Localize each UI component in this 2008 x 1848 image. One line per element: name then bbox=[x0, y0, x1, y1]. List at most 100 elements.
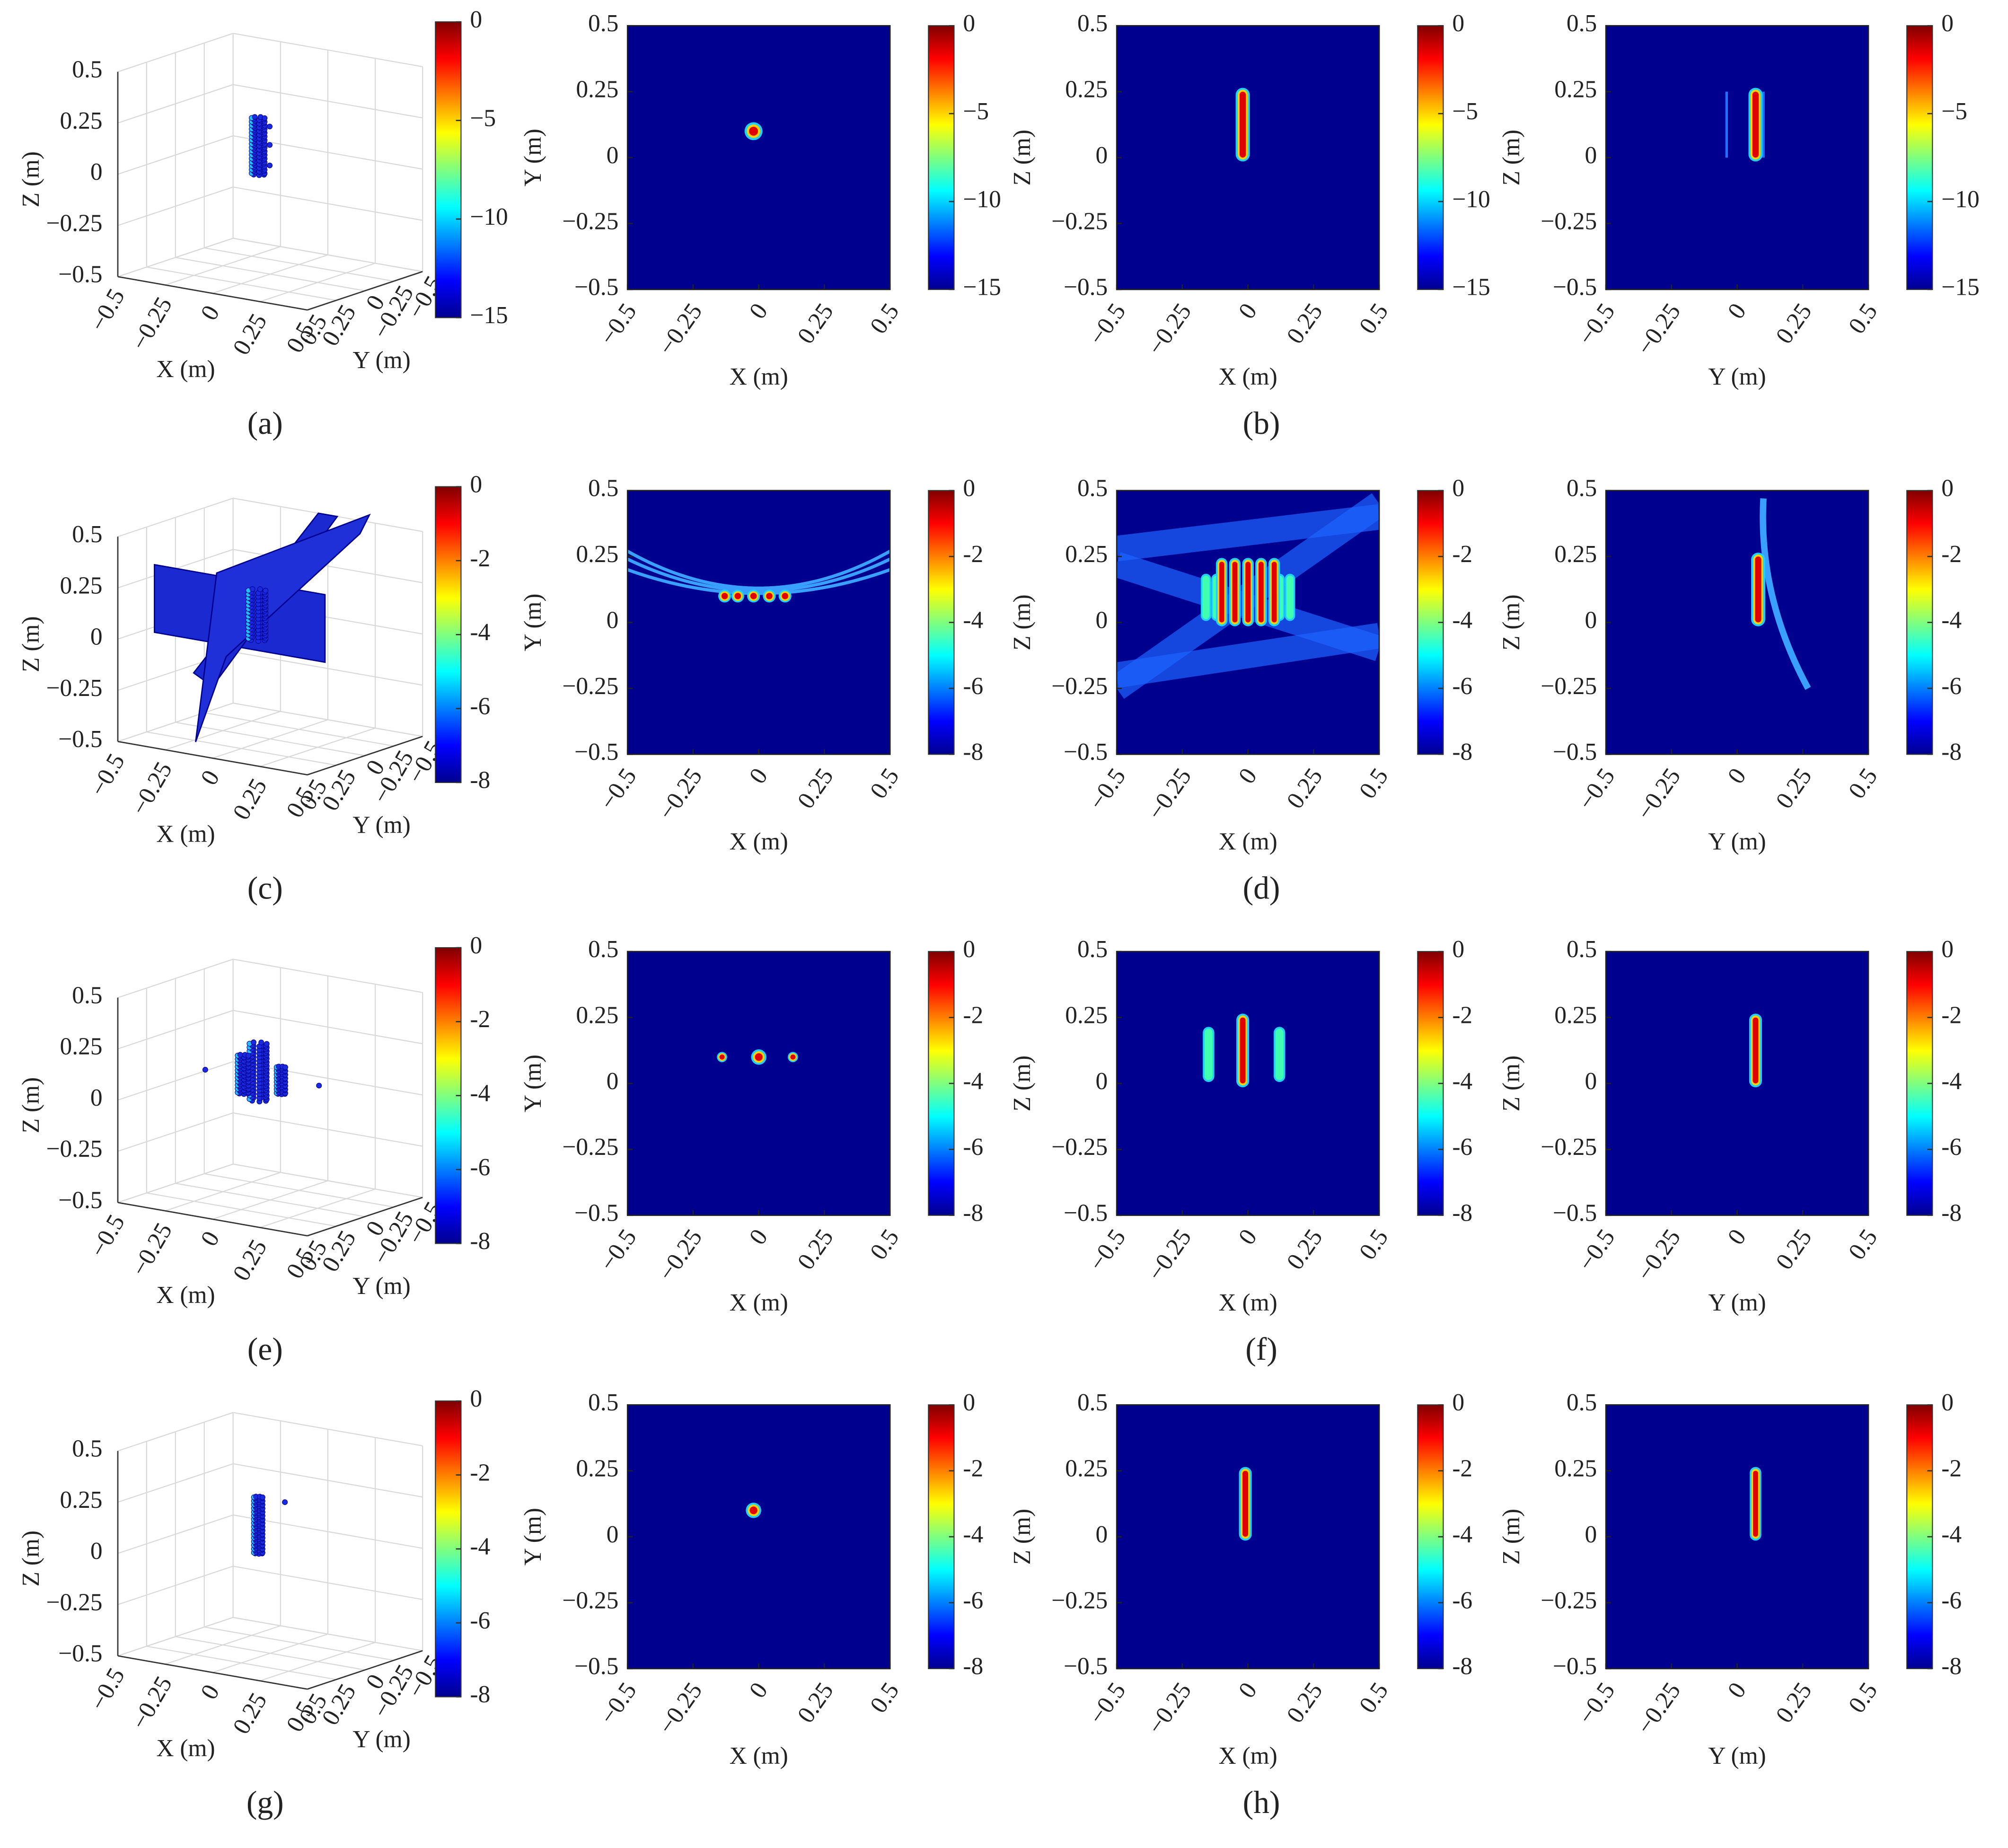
y-axis-label: Y (m) bbox=[520, 1055, 546, 1112]
heatmap-image bbox=[1117, 493, 1380, 699]
y-tick-label: 0.5 bbox=[1567, 10, 1597, 37]
grid-line bbox=[117, 84, 233, 124]
x-tick-label: 0.25 bbox=[228, 309, 272, 359]
y-tick-label: 0 bbox=[607, 142, 619, 169]
y-tick-label: 0 bbox=[1096, 1521, 1108, 1548]
heatmap-background bbox=[1606, 951, 1868, 1215]
caption: (b) bbox=[1243, 405, 1280, 441]
x-axis-label: X (m) bbox=[730, 828, 788, 855]
colorbar-tick-label: -8 bbox=[963, 1200, 983, 1227]
colorbar-tick-label: -4 bbox=[1941, 607, 1962, 634]
y-tick-label: 0.25 bbox=[1554, 76, 1597, 103]
z-tick-label: 0 bbox=[90, 158, 103, 185]
grid-line bbox=[233, 84, 423, 119]
x-tick-label: 0.25 bbox=[1281, 1224, 1328, 1275]
x-tick-label: −0.5 bbox=[594, 299, 642, 350]
heatmap-background bbox=[1606, 26, 1868, 290]
y-tick-label: 0.25 bbox=[1554, 1455, 1597, 1482]
blob bbox=[627, 557, 890, 593]
y-axis-label: Y (m) bbox=[352, 347, 410, 374]
point-cloud bbox=[202, 1039, 322, 1105]
y-tick-label: −0.5 bbox=[1064, 274, 1108, 301]
blob bbox=[1275, 1029, 1284, 1080]
x-tick-label: −0.5 bbox=[1573, 1678, 1620, 1729]
z-tick-label: 0.25 bbox=[60, 107, 103, 134]
heatmap-image bbox=[746, 1503, 761, 1518]
colorbar-tick-label: 0 bbox=[1941, 475, 1954, 502]
heatmap-background bbox=[1606, 490, 1868, 755]
grid-line bbox=[204, 1626, 394, 1661]
caption: (g) bbox=[247, 1785, 284, 1820]
x-tick-label: 0.25 bbox=[792, 1678, 838, 1728]
axis-line bbox=[307, 736, 423, 775]
colorbar-tick-label: -4 bbox=[470, 619, 490, 646]
colorbar-tick-label: -8 bbox=[1941, 739, 1962, 766]
grid-line bbox=[117, 1617, 233, 1656]
y-axis-label: Y (m) bbox=[352, 811, 410, 838]
z-tick-label: 0.5 bbox=[72, 521, 102, 548]
grid-line bbox=[233, 1463, 423, 1498]
y-tick-label: 0.5 bbox=[588, 10, 618, 37]
heatmap-background bbox=[1606, 1405, 1868, 1669]
x-tick-label: 0.5 bbox=[865, 763, 905, 803]
x-tick-label: 0.5 bbox=[865, 1678, 905, 1718]
blob bbox=[1752, 91, 1759, 158]
heatmap-image bbox=[717, 1049, 798, 1065]
x-tick-label: 0.25 bbox=[1770, 299, 1817, 349]
colorbar-tick-label: −10 bbox=[963, 186, 1001, 213]
x-tick-label: 0 bbox=[744, 763, 773, 789]
heatmap-image bbox=[627, 550, 890, 603]
heatmap-background bbox=[627, 1405, 890, 1669]
x-tick-label: −0.5 bbox=[1573, 763, 1620, 815]
y-axis-label: Y (m) bbox=[520, 129, 546, 186]
x-tick-label: 0.5 bbox=[865, 1224, 905, 1265]
x-tick-label: −0.25 bbox=[1631, 1224, 1686, 1286]
grid-line bbox=[117, 959, 233, 998]
blob bbox=[749, 1506, 757, 1514]
x-tick-label: −0.25 bbox=[1631, 1678, 1686, 1739]
y-tick-label: 0 bbox=[1585, 1068, 1597, 1095]
y-axis-label: Z (m) bbox=[1009, 1509, 1036, 1565]
colorbar-tick-label: 0 bbox=[1452, 475, 1464, 502]
heatmap-background bbox=[627, 490, 890, 755]
x-axis-label: X (m) bbox=[156, 356, 215, 383]
colorbar-tick-label: -6 bbox=[963, 1587, 983, 1614]
y-tick-label: 0.5 bbox=[588, 475, 618, 502]
x-tick-label: 0 bbox=[1722, 1224, 1751, 1250]
x-tick-label: 0.5 bbox=[1843, 763, 1883, 803]
colorbar-tick-label: 0 bbox=[1452, 10, 1464, 37]
colorbar-tick-label: -2 bbox=[963, 1455, 983, 1482]
x-tick-label: −0.5 bbox=[1573, 1224, 1620, 1276]
blob bbox=[1755, 556, 1761, 623]
x-axis-label: X (m) bbox=[1219, 828, 1277, 855]
y-tick-label: −0.5 bbox=[1553, 1653, 1597, 1680]
x-tick-label: 0 bbox=[195, 1680, 225, 1704]
point bbox=[267, 123, 273, 130]
colorbar-tick-label: 0 bbox=[963, 1389, 975, 1416]
colorbar-tick-label: 0 bbox=[1452, 1389, 1464, 1416]
y-tick-label: 0.25 bbox=[1065, 1455, 1108, 1482]
x-tick-label: −0.5 bbox=[85, 1210, 130, 1262]
y-tick-label: 0 bbox=[361, 290, 390, 315]
axis-line bbox=[307, 271, 423, 311]
colorbar-tick-label: −15 bbox=[470, 302, 508, 329]
colorbar bbox=[1906, 25, 1933, 290]
grid-line bbox=[233, 186, 423, 221]
y-tick-label: 0.25 bbox=[1554, 541, 1597, 568]
grid-line bbox=[146, 731, 336, 766]
point bbox=[282, 1064, 288, 1070]
colorbar-tick-label: -4 bbox=[1452, 1068, 1472, 1095]
grid-line bbox=[117, 1566, 233, 1605]
grid-line bbox=[117, 1514, 233, 1554]
grid-line bbox=[117, 1112, 233, 1152]
x-tick-label: 0.5 bbox=[1843, 1678, 1883, 1718]
x-tick-label: 0.5 bbox=[1354, 1678, 1394, 1718]
colorbar-tick-label: 0 bbox=[470, 6, 482, 33]
x-tick-label: −0.25 bbox=[653, 299, 707, 360]
grid-line bbox=[233, 1112, 423, 1147]
y-tick-label: −0.25 bbox=[562, 673, 618, 700]
z-tick-label: −0.25 bbox=[46, 210, 103, 237]
x-axis-label: Y (m) bbox=[1708, 1742, 1766, 1769]
y-tick-label: −0.25 bbox=[1051, 1587, 1108, 1614]
colorbar-tick-label: -2 bbox=[1452, 1455, 1472, 1482]
